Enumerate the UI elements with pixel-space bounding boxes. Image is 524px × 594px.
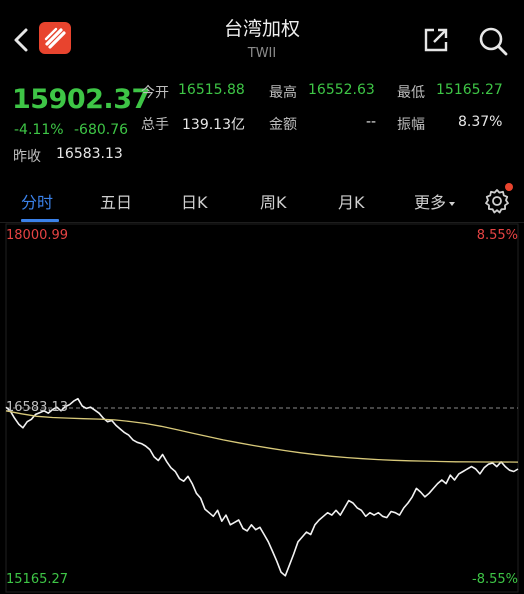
search-icon[interactable]: [476, 24, 510, 58]
gear-icon[interactable]: [484, 188, 510, 214]
price-line: [5, 397, 519, 577]
chart-tabs: 分时 五日 日K 周K 月K 更多: [0, 176, 524, 223]
low-value: 15165.27: [436, 82, 503, 98]
amount-label: 金额: [269, 117, 297, 133]
volume-value: 139.13亿: [182, 117, 245, 133]
open-value: 16515.88: [178, 82, 245, 98]
amplitude-label: 振幅: [397, 117, 425, 133]
tab-daily-k[interactable]: 日K: [181, 193, 208, 212]
share-icon[interactable]: [420, 24, 452, 56]
app-logo-mark: [44, 27, 66, 49]
intraday-chart[interactable]: [0, 222, 524, 594]
caret-down-icon: [449, 201, 456, 206]
pct-axis-low-label: -8.55%: [472, 572, 518, 587]
y-axis-reference-label: 16583.13: [6, 400, 69, 415]
notification-dot: [505, 183, 513, 191]
tab-five-day[interactable]: 五日: [100, 193, 133, 212]
prev-close-label: 昨收: [13, 149, 41, 165]
pct-axis-high-label: 8.55%: [476, 228, 518, 243]
quote-panel: 15902.37 -4.11% -680.76 昨收 16583.13 今开 1…: [0, 78, 524, 176]
tab-intraday[interactable]: 分时: [21, 193, 54, 212]
tab-active-indicator: [21, 219, 59, 222]
prev-close-value: 16583.13: [56, 146, 123, 162]
tab-more-label: 更多: [414, 193, 447, 212]
tab-more[interactable]: 更多: [414, 189, 456, 213]
header: 台湾加权 TWII: [0, 0, 524, 78]
change-percent: -4.11%: [14, 122, 64, 138]
change-value: -680.76: [74, 122, 129, 138]
tab-monthly-k[interactable]: 月K: [338, 193, 365, 212]
volume-label: 总手: [141, 117, 169, 133]
low-label: 最低: [397, 85, 425, 101]
open-label: 今开: [141, 85, 169, 101]
y-axis-high-label: 18000.99: [6, 228, 69, 243]
y-axis-low-label: 15165.27: [6, 572, 69, 587]
tab-weekly-k[interactable]: 周K: [260, 193, 287, 212]
current-price: 15902.37: [12, 84, 150, 115]
chevron-left-icon[interactable]: [8, 22, 36, 58]
amplitude-value: 8.37%: [458, 114, 503, 130]
high-value: 16552.63: [308, 82, 375, 98]
amount-value: --: [366, 114, 377, 130]
page-title: 台湾加权: [223, 18, 300, 40]
app-logo: [39, 22, 71, 54]
page-subtitle: TWII: [247, 46, 277, 61]
average-line: [5, 410, 519, 463]
high-label: 最高: [269, 85, 297, 101]
